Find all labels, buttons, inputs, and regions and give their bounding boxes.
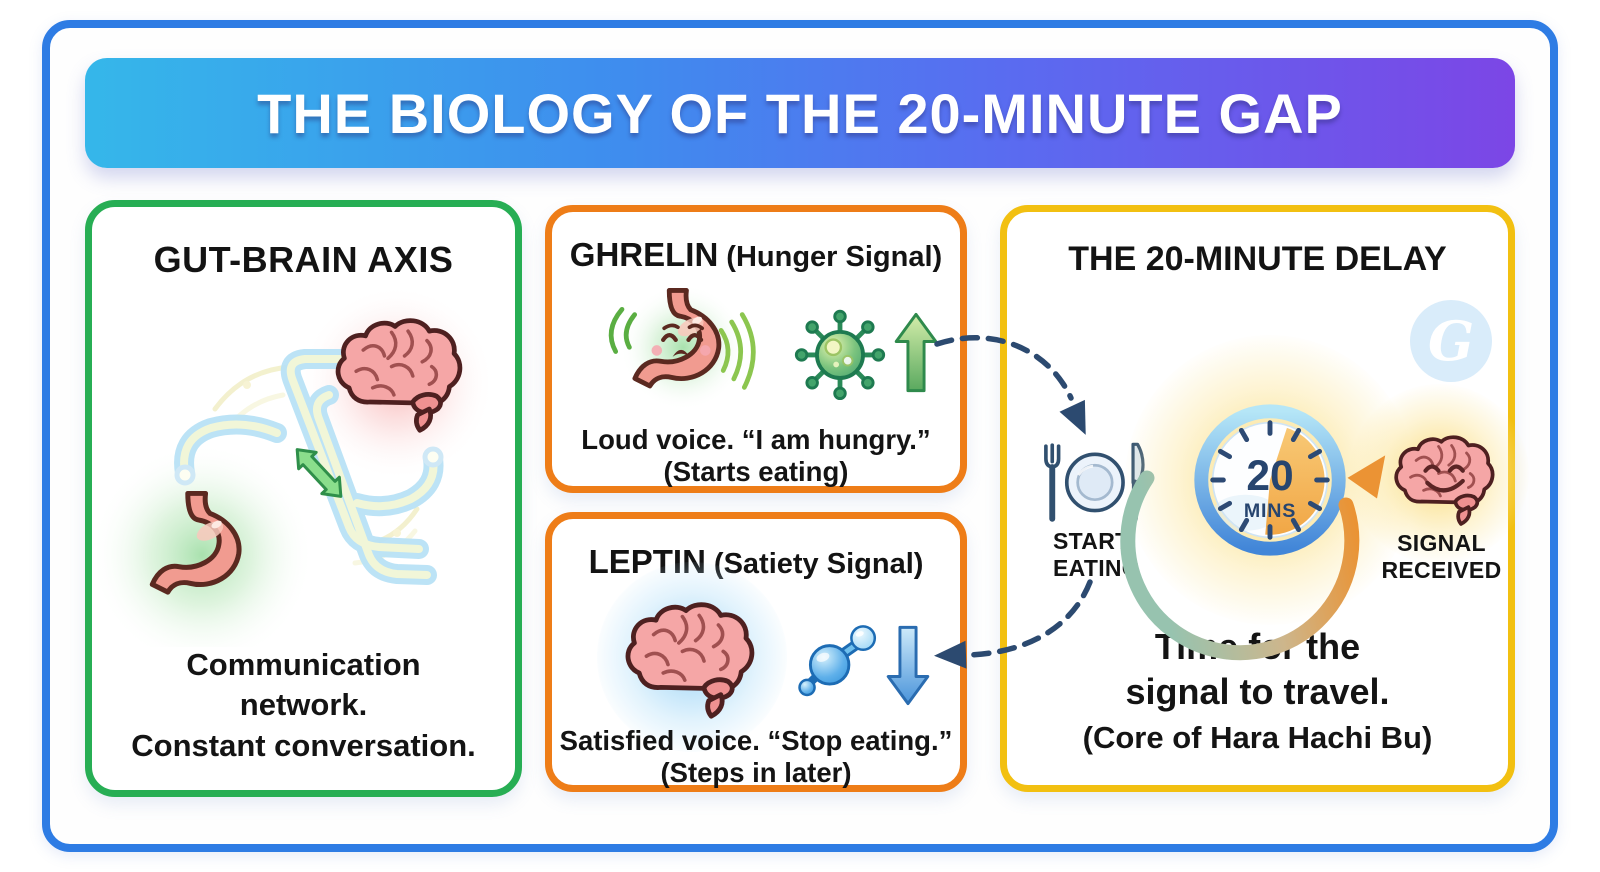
plate-cutlery-icon <box>1044 442 1145 522</box>
sound-wave-icon <box>608 306 756 390</box>
panel-20-minute-delay: THE 20-MINUTE DELAY G START EATING <box>1000 205 1529 792</box>
panel-gut-brain-axis: GUT-BRAIN AXIS <box>85 200 522 797</box>
leptin-title-row: LEPTIN (Satiety Signal) <box>552 543 960 581</box>
nerve-pathway-icon <box>174 349 444 585</box>
gut-brain-title: GUT-BRAIN AXIS <box>153 239 454 280</box>
gut-brain-caption: Communication network. Constant conversa… <box>131 647 476 763</box>
timer-value: 20 <box>1246 452 1293 500</box>
delay-title: THE 20-MINUTE DELAY <box>1068 240 1447 278</box>
leptin-title: LEPTIN <box>588 543 706 580</box>
timer-icon: 20 MINS <box>1194 404 1346 556</box>
hungry-stomach-icon <box>608 284 756 411</box>
leptin-molecule-icon <box>798 625 877 697</box>
delay-subcaption: (Core of Hara Hachi Bu) <box>1082 720 1433 755</box>
leptin-subtitle: (Satiety Signal) <box>713 548 924 580</box>
delay-caption: Time for the signal to travel. <box>1125 626 1390 712</box>
watermark-logo: G <box>1410 300 1492 382</box>
ghrelin-title-row: GHRELIN (Hunger Signal) <box>552 236 960 274</box>
panel-ghrelin: GHRELIN (Hunger Signal) <box>545 205 967 493</box>
timer-unit: MINS <box>1244 500 1296 522</box>
watermark-letter: G <box>1427 309 1475 373</box>
leptin-line2: (Steps in later) <box>660 756 852 788</box>
decrease-arrow-icon <box>886 625 930 706</box>
satiety-brain-icon <box>617 601 767 721</box>
ghrelin-subtitle: (Hunger Signal) <box>726 241 943 273</box>
knife-icon <box>1131 442 1145 522</box>
increase-arrow-icon <box>894 312 938 393</box>
ghrelin-molecule-icon <box>794 309 886 401</box>
ghrelin-line1: Loud voice. “I am hungry.” <box>581 424 931 455</box>
ghrelin-title: GHRELIN <box>569 236 719 273</box>
green-glow <box>97 443 314 647</box>
exchange-arrow-icon <box>295 448 343 498</box>
gut-brain-illustration <box>97 287 495 647</box>
signal-received-label: SIGNAL RECEIVED <box>1381 530 1502 584</box>
ghrelin-caption: Loud voice. “I am hungry.” (Starts eatin… <box>552 424 960 487</box>
fork-icon <box>1044 443 1061 522</box>
title-banner: THE BIOLOGY OF THE 20-MINUTE GAP <box>85 58 1515 168</box>
start-eating-label: START EATING <box>1053 528 1140 582</box>
main-title: THE BIOLOGY OF THE 20-MINUTE GAP <box>257 81 1343 145</box>
smiley-face <box>1423 464 1465 493</box>
leptin-caption: Satisfied voice. “Stop eating.” (Steps i… <box>552 725 960 788</box>
panel-leptin: LEPTIN (Satiety Signal) Satisfied voice. … <box>545 512 967 792</box>
leptin-line1: Satisfied voice. “Stop eating.” <box>559 725 953 756</box>
happy-brain-icon <box>1394 435 1495 526</box>
ghrelin-line2: (Starts eating) <box>663 455 849 487</box>
worried-face <box>651 323 711 357</box>
